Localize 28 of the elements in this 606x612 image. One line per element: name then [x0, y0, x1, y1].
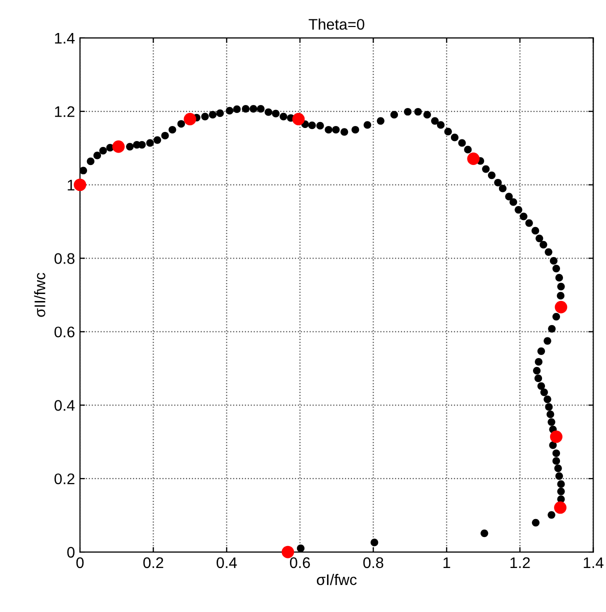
y-tick-label: 0.2 — [54, 473, 74, 484]
x-tick-label: 0.2 — [143, 557, 164, 568]
y-tick-label: 0.4 — [54, 400, 75, 411]
y-tick-label: 0.6 — [54, 326, 74, 338]
x-tick-label: 0.4 — [216, 557, 237, 568]
y-tick-label: 0 — [67, 546, 75, 558]
x-tick-label: 0.8 — [363, 557, 384, 568]
point — [554, 300, 568, 314]
point — [467, 152, 480, 165]
point — [292, 112, 305, 126]
point — [74, 178, 86, 192]
x-tick-label: 0.6 — [290, 557, 310, 568]
y-tick-label: 1.4 — [55, 32, 75, 44]
x-tick-label: 1 — [444, 557, 450, 568]
x-axis-title: σI/fwc — [316, 574, 357, 586]
point — [550, 430, 562, 443]
y-axis-title: σII/fwc — [34, 272, 46, 317]
point — [184, 112, 196, 126]
point — [112, 140, 125, 153]
x-tick-label: 0 — [76, 557, 84, 568]
point — [554, 501, 566, 514]
y-tick-label: 1 — [68, 180, 74, 190]
y-tick-label: 0.8 — [54, 253, 74, 264]
point — [282, 546, 294, 558]
chart-title: Theta=0 — [308, 18, 364, 30]
x-tick-label: 1.2 — [510, 557, 530, 568]
x-tick-label: 1.4 — [584, 557, 604, 568]
y-tick-label: 1.2 — [55, 106, 74, 117]
